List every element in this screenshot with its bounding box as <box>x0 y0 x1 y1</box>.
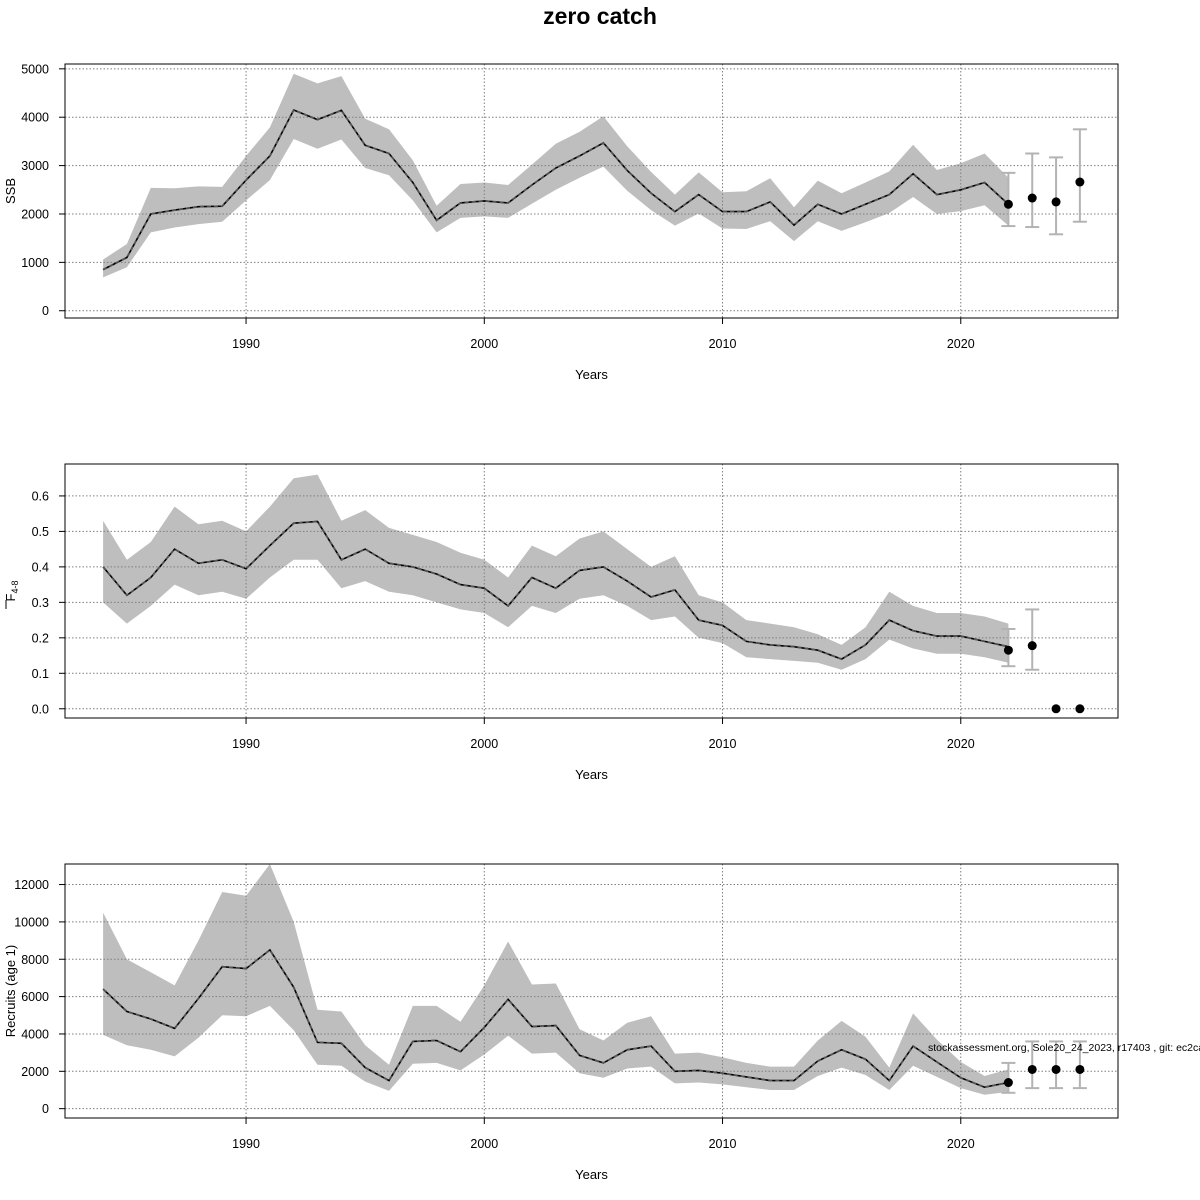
fbar-y-tick-label: 0.6 <box>32 489 49 503</box>
ssb-plot-frame <box>64 63 1119 319</box>
fbar-y-axis-label-subscript: 4-8 <box>10 581 20 594</box>
ssb-x-tick-label: 2020 <box>947 337 975 351</box>
fbar-estimate-dash <box>102 520 1009 661</box>
fbar-y-tick-label: 0.0 <box>32 702 49 716</box>
recruits-forecast-point <box>1027 1064 1037 1074</box>
recruits-y-tick-label: 2000 <box>21 1065 49 1079</box>
fbar-y-tick-label: 0.1 <box>32 667 49 681</box>
fbar-x-tick-label: 2020 <box>947 737 975 751</box>
ssb-forecast-point <box>1075 177 1085 187</box>
fbar-plot-frame <box>64 463 1119 719</box>
ssb-forecast-point <box>1003 199 1013 209</box>
recruits-y-tick-label: 0 <box>42 1102 49 1116</box>
fbar-x-tick-label: 2000 <box>470 737 498 751</box>
recruits-forecast-point <box>1075 1064 1085 1074</box>
ssb-y-tick-label: 0 <box>42 304 49 318</box>
recruits-x-tick-label: 2000 <box>470 1137 498 1151</box>
recruits-x-tick-label: 1990 <box>232 1137 260 1151</box>
fbar-confidence-band <box>103 474 1009 670</box>
ssb-y-tick-label: 1000 <box>21 256 49 270</box>
fbar-y-tick-label: 0.4 <box>32 560 49 574</box>
recruits-x-axis-label: Years <box>575 1167 608 1182</box>
figure-title: zero catch <box>543 3 657 29</box>
fbar-y-tick-label: 0.3 <box>32 596 49 610</box>
recruits-y-tick-label: 10000 <box>14 915 49 929</box>
recruits-estimate-dash <box>102 948 1009 1089</box>
ssb-forecast-point <box>1051 197 1061 207</box>
ssb-y-tick-label: 3000 <box>21 159 49 173</box>
ssb-x-tick-label: 1990 <box>232 337 260 351</box>
recruits-forecast-point <box>1051 1064 1061 1074</box>
ssb-x-tick-label: 2010 <box>709 337 737 351</box>
recruits-confidence-band <box>103 864 1009 1095</box>
recruits-plot-frame <box>64 863 1119 1119</box>
fbar-forecast-point <box>1051 704 1061 714</box>
fbar-x-tick-label: 2010 <box>709 737 737 751</box>
fbar-forecast-point <box>1003 645 1013 655</box>
recruits-y-tick-label: 8000 <box>21 953 49 967</box>
recruits-y-axis-label: Recruits (age 1) <box>3 945 18 1037</box>
panel-recruits: 1990 2000 2010 2020 0 2000 4000 6000 8000 10000 12… <box>3 863 1119 1182</box>
fbar-x-axis-label: Years <box>575 767 608 782</box>
fbar-x-tick-label: 1990 <box>232 737 260 751</box>
ssb-y-tick-label: 2000 <box>21 207 49 221</box>
ssb-y-tick-label: 4000 <box>21 111 49 125</box>
recruits-y-tick-label: 6000 <box>21 990 49 1004</box>
ssb-y-axis-label: SSB <box>3 178 18 204</box>
ssb-estimate-dash <box>102 108 1010 271</box>
fbar-y-axis-label: F4-8 <box>3 581 20 602</box>
fbar-y-tick-label: 0.2 <box>32 631 49 645</box>
ssb-x-axis-label: Years <box>575 367 608 382</box>
fbar-y-tick-label: 0.5 <box>32 525 49 539</box>
fbar-forecast-point <box>1075 704 1085 714</box>
recruits-forecast-point <box>1003 1078 1013 1088</box>
recruits-x-tick-label: 2010 <box>709 1137 737 1151</box>
fbar-forecast-point <box>1027 641 1037 651</box>
ssb-forecast-point <box>1027 193 1037 203</box>
panel-ssb: 1990 2000 2010 2020 0 1000 2000 3000 4000 5000 Yea… <box>3 62 1119 382</box>
panel-fbar: 1990 2000 2010 2020 0.0 0.1 0.2 0.3 0.4 0.5 0.6 Yea… <box>3 463 1119 782</box>
footnote-text: stockassessment.org, Sole20_24_2023, r17… <box>928 1042 1200 1054</box>
ssb-confidence-band <box>103 73 1009 278</box>
recruits-y-tick-label: 12000 <box>14 878 49 892</box>
ssb-x-tick-label: 2000 <box>470 337 498 351</box>
recruits-x-tick-label: 2020 <box>947 1137 975 1151</box>
recruits-y-tick-label: 4000 <box>21 1027 49 1041</box>
ssb-y-tick-label: 5000 <box>21 62 49 76</box>
